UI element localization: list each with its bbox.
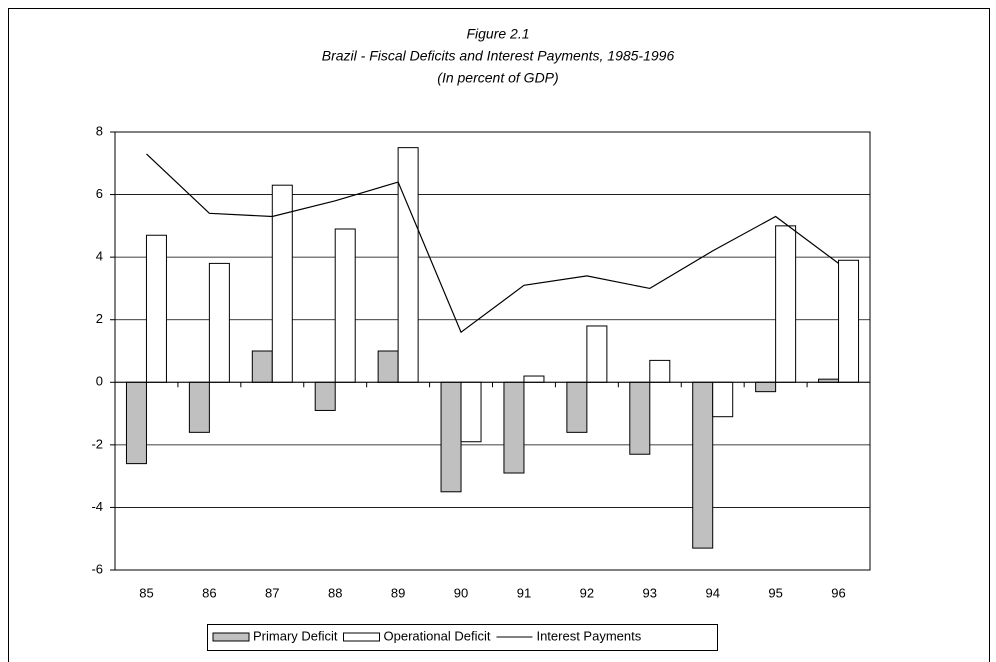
x-tick-label: 88: [328, 585, 342, 600]
bar: [397, 147, 419, 383]
bar: [649, 359, 671, 383]
chart-subtitle: Brazil - Fiscal Deficits and Interest Pa…: [322, 48, 675, 64]
bar: [334, 228, 356, 383]
x-tick-label: 96: [831, 585, 845, 600]
legend-label: Primary Deficit: [253, 628, 338, 643]
legend: [207, 624, 718, 651]
y-tick-label: 4: [96, 249, 103, 264]
bar: [440, 381, 462, 493]
bar: [586, 325, 608, 383]
bar: [460, 381, 482, 443]
x-tick-label: 87: [265, 585, 279, 600]
bar: [145, 234, 167, 383]
plot-area: [114, 131, 871, 571]
y-tick-label: -6: [91, 561, 103, 576]
bar: [125, 381, 147, 465]
legend-label: Interest Payments: [536, 628, 641, 643]
bar: [692, 381, 714, 549]
chart-note: (In percent of GDP): [437, 70, 558, 86]
legend-swatch: [212, 632, 250, 642]
x-tick-label: 86: [202, 585, 216, 600]
legend-swatch: [343, 632, 381, 642]
x-tick-label: 94: [705, 585, 719, 600]
x-tick-label: 93: [643, 585, 657, 600]
x-tick-label: 92: [580, 585, 594, 600]
bar: [271, 184, 293, 383]
y-tick-label: 8: [96, 123, 103, 138]
x-tick-label: 85: [139, 585, 153, 600]
x-tick-label: 95: [768, 585, 782, 600]
bar: [755, 381, 777, 393]
y-tick-label: 6: [96, 186, 103, 201]
line: [146, 153, 839, 334]
chart-title: Figure 2.1: [466, 26, 529, 42]
bar: [629, 381, 651, 455]
x-tick-label: 91: [517, 585, 531, 600]
bar: [712, 381, 734, 418]
bar: [188, 381, 210, 433]
y-tick-label: 0: [96, 374, 103, 389]
bar: [208, 262, 230, 383]
bar: [314, 381, 336, 411]
bar: [251, 350, 273, 383]
bar: [566, 381, 588, 433]
x-tick-label: 89: [391, 585, 405, 600]
y-tick-label: -2: [91, 436, 103, 451]
bar: [503, 381, 525, 474]
y-tick-label: -4: [91, 499, 103, 514]
bar: [377, 350, 399, 383]
bar: [775, 225, 797, 383]
x-tick-label: 90: [454, 585, 468, 600]
legend-label: Operational Deficit: [384, 628, 491, 643]
bar: [838, 259, 860, 383]
y-tick-label: 2: [96, 311, 103, 326]
bar: [523, 375, 545, 383]
frame: [8, 8, 990, 662]
